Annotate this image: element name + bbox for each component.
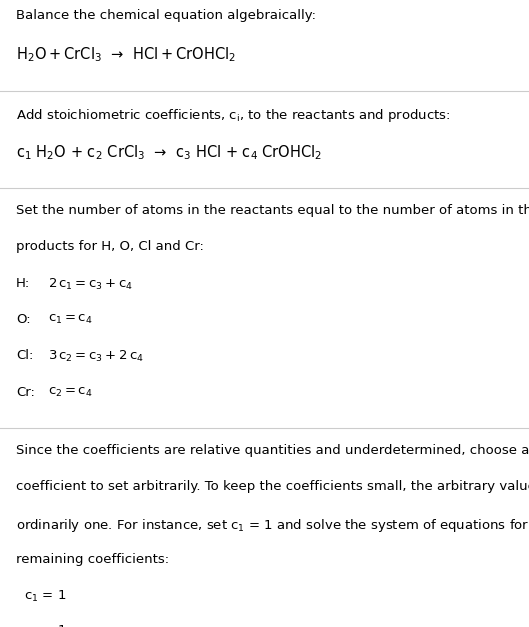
Text: Cl:: Cl: [16, 349, 33, 362]
Text: $\mathregular{c_2 = c_4}$: $\mathregular{c_2 = c_4}$ [48, 386, 92, 399]
Text: $\mathregular{c_1}$ $\mathregular{H_2O}$ + $\mathregular{c_2}$ $\mathregular{CrC: $\mathregular{c_1}$ $\mathregular{H_2O}$… [16, 143, 322, 162]
Text: $\mathregular{c_1 = c_4}$: $\mathregular{c_1 = c_4}$ [48, 313, 92, 326]
Text: Cr:: Cr: [16, 386, 35, 399]
Text: Balance the chemical equation algebraically:: Balance the chemical equation algebraica… [16, 9, 316, 23]
Text: $\mathregular{c_1}$ = 1: $\mathregular{c_1}$ = 1 [24, 589, 66, 604]
Text: Set the number of atoms in the reactants equal to the number of atoms in the: Set the number of atoms in the reactants… [16, 204, 529, 217]
Text: $\mathregular{H_2O + CrCl_3}$  →  $\mathregular{HCl + CrOHCl_2}$: $\mathregular{H_2O + CrCl_3}$ → $\mathre… [16, 46, 236, 65]
Text: products for H, O, Cl and Cr:: products for H, O, Cl and Cr: [16, 240, 204, 253]
Text: ordinarily one. For instance, set $\mathregular{c_1}$ = 1 and solve the system o: ordinarily one. For instance, set $\math… [16, 517, 529, 534]
Text: Add stoichiometric coefficients, $\mathregular{c_i}$, to the reactants and produ: Add stoichiometric coefficients, $\mathr… [16, 107, 450, 124]
Text: $\mathregular{3\,c_2 = c_3 + 2\,c_4}$: $\mathregular{3\,c_2 = c_3 + 2\,c_4}$ [48, 349, 143, 364]
Text: remaining coefficients:: remaining coefficients: [16, 553, 169, 566]
Text: H:: H: [16, 277, 30, 290]
Text: $\mathregular{c_2}$ = 1: $\mathregular{c_2}$ = 1 [24, 624, 66, 627]
Text: Since the coefficients are relative quantities and underdetermined, choose a: Since the coefficients are relative quan… [16, 444, 529, 457]
Text: O:: O: [16, 313, 31, 326]
Text: coefficient to set arbitrarily. To keep the coefficients small, the arbitrary va: coefficient to set arbitrarily. To keep … [16, 480, 529, 493]
Text: $\mathregular{2\,c_1 = c_3 + c_4}$: $\mathregular{2\,c_1 = c_3 + c_4}$ [48, 277, 133, 292]
